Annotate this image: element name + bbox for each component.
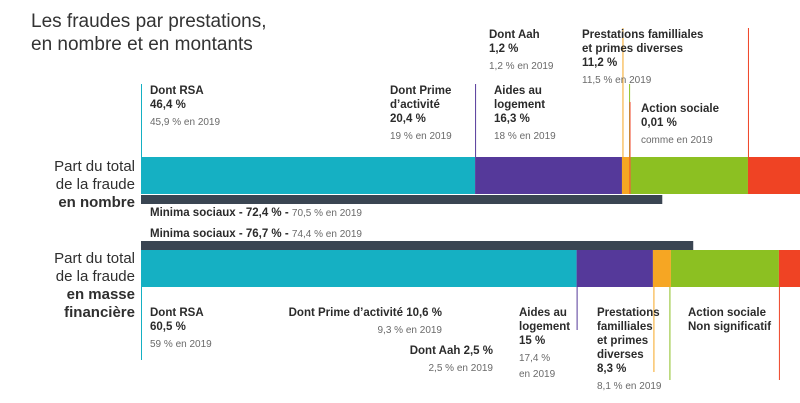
annotation-masse-logement-label2: logement: [519, 321, 571, 333]
annotation-nombre-rsa-value: 46,4 %: [150, 99, 186, 111]
bar-masse-minima-sociaux: [141, 241, 694, 250]
annotation-masse-familiales-label3: et primes: [597, 335, 649, 347]
annotation-nombre-logement-value: 16,3 %: [494, 113, 530, 125]
bar-nombre-logement: [630, 157, 748, 194]
annotation-masse-prime-prev: 9,3 % en 2019: [377, 325, 443, 336]
bar-masse-logement: [670, 250, 779, 287]
row-label-masse-line4: financière: [64, 304, 135, 321]
annotation-masse-familiales-prev: 8,1 % en 2019: [597, 381, 662, 392]
annotation-nombre-rsa: Dont RSA 46,4 % 45,9 % en 2019: [150, 84, 220, 130]
annotation-nombre-prime-prev: 19 % en 2019: [390, 131, 452, 142]
minima-nombre-label: Minima sociaux - 72,4 % - 70,5 % en 2019: [150, 207, 362, 219]
annotation-nombre-prime-label1: Dont Prime: [390, 85, 452, 97]
annotation-nombre-rsa-prev: 45,9 % en 2019: [150, 117, 221, 128]
annotation-nombre-logement: Aides au logement 16,3 % 18 % en 2019: [494, 84, 556, 144]
annotation-nombre-logement-label1: Aides au: [494, 85, 542, 97]
annotation-nombre-aah-value: 1,2 %: [489, 43, 519, 55]
annotation-masse-logement-label1: Aides au: [519, 307, 567, 319]
chart-title: Les fraudes par prestations, en nombre e…: [31, 10, 331, 56]
annotation-nombre-aah: Dont Aah 1,2 % 1,2 % en 2019: [489, 28, 554, 74]
row-label-nombre-line2: de la fraude: [55, 176, 135, 193]
annotation-masse-logement-prev1: 17,4 %: [519, 353, 551, 364]
annotation-nombre-action-value: 0,01 %: [641, 117, 677, 129]
annotation-nombre-familiales: Prestations familliales et primes divers…: [582, 28, 703, 88]
minima-masse-prev: 74,4 % en 2019: [291, 229, 362, 240]
row-label-masse-line3: en masse: [66, 286, 135, 303]
title-line-1: Les fraudes par prestations,: [31, 11, 267, 32]
bar-masse-aah: [652, 250, 671, 287]
row-label-masse-line1: Part du total: [54, 250, 135, 267]
row-label-masse: Part du total de la fraude en masse fina…: [0, 250, 135, 322]
annotation-nombre-logement-prev: 18 % en 2019: [494, 131, 556, 142]
minima-nombre-text: Minima sociaux - 72,4 % -: [150, 207, 289, 219]
annotation-masse-rsa-prev: 59 % en 2019: [150, 339, 212, 350]
bars-group: [141, 157, 800, 287]
annotation-masse-action-label2: Non significatif: [688, 321, 772, 333]
annotation-nombre-rsa-label: Dont RSA: [150, 85, 204, 97]
minima-masse-label: Minima sociaux - 76,7 % - 74,4 % en 2019: [150, 228, 362, 240]
annotation-masse-rsa: Dont RSA 60,5 % 59 % en 2019: [150, 306, 212, 352]
bar-nombre-familiales: [747, 157, 800, 194]
annotation-nombre-action: Action sociale 0,01 % comme en 2019: [641, 102, 719, 148]
annotation-nombre-familiales-prev: 11,5 % en 2019: [582, 75, 652, 86]
annotation-nombre-logement-label2: logement: [494, 99, 546, 111]
bar-masse-rsa: [141, 250, 577, 287]
annotation-masse-rsa-label: Dont RSA: [150, 307, 204, 319]
annotation-masse-familiales: Prestations familliales et primes divers…: [597, 306, 662, 394]
row-label-masse-line2: de la fraude: [55, 268, 135, 285]
minima-masse-text: Minima sociaux - 76,7 % -: [150, 228, 289, 240]
annotation-nombre-familiales-value: 11,2 %: [582, 57, 618, 69]
bar-masse-prime: [576, 250, 653, 287]
annotation-nombre-action-prev: comme en 2019: [641, 135, 713, 146]
annotation-masse-aah: Dont Aah 2,5 % 2,5 % en 2019: [372, 344, 493, 376]
annotation-masse-familiales-label2: familliales: [597, 321, 653, 333]
annotation-masse-aah-prev: 2,5 % en 2019: [428, 363, 494, 374]
annotation-nombre-aah-label: Dont Aah: [489, 29, 540, 41]
bar-nombre-minima-sociaux: [141, 195, 663, 204]
bar-nombre-rsa: [141, 157, 476, 194]
annotation-masse-logement: Aides au logement 15 % 17,4 % en 2019: [519, 306, 570, 382]
annotation-nombre-familiales-label1: Prestations familliales: [582, 29, 704, 41]
annotation-nombre-prime-label2: d’activité: [390, 99, 440, 111]
row-label-nombre-line1: Part du total: [54, 158, 135, 175]
annotation-masse-aah-label: Dont Aah 2,5 %: [409, 345, 493, 357]
bar-nombre-prime: [475, 157, 622, 194]
annotation-masse-prime: Dont Prime d’activité 10,6 % 9,3 % en 20…: [246, 306, 442, 338]
annotation-masse-prime-label: Dont Prime d’activité 10,6 %: [288, 307, 442, 319]
annotation-masse-action-label1: Action sociale: [688, 307, 766, 319]
annotation-nombre-prime: Dont Prime d’activité 20,4 % 19 % en 201…: [390, 84, 452, 144]
bar-masse-familiales: [778, 250, 800, 287]
annotation-masse-action: Action sociale Non significatif: [688, 306, 771, 334]
bar-nombre-aah: [621, 157, 631, 194]
annotation-nombre-familiales-label2: et primes diverses: [582, 43, 684, 55]
annotation-masse-logement-prev2: en 2019: [519, 369, 556, 380]
annotation-masse-logement-value: 15 %: [519, 335, 546, 347]
title-line-2: en nombre et en montants: [31, 34, 253, 55]
annotation-nombre-action-label: Action sociale: [641, 103, 719, 115]
annotation-masse-rsa-value: 60,5 %: [150, 321, 186, 333]
annotation-masse-familiales-label1: Prestations: [597, 307, 660, 319]
annotation-masse-familiales-label4: diverses: [597, 349, 644, 361]
minima-nombre-prev: 70,5 % en 2019: [291, 208, 362, 219]
leader-lines-group: [141, 28, 780, 380]
annotation-masse-familiales-value: 8,3 %: [597, 363, 627, 375]
row-label-nombre-line3: en nombre: [58, 194, 135, 211]
annotation-nombre-aah-prev: 1,2 % en 2019: [489, 61, 554, 72]
row-label-nombre: Part du total de la fraude en nombre: [0, 158, 135, 212]
annotation-nombre-prime-value: 20,4 %: [390, 113, 426, 125]
